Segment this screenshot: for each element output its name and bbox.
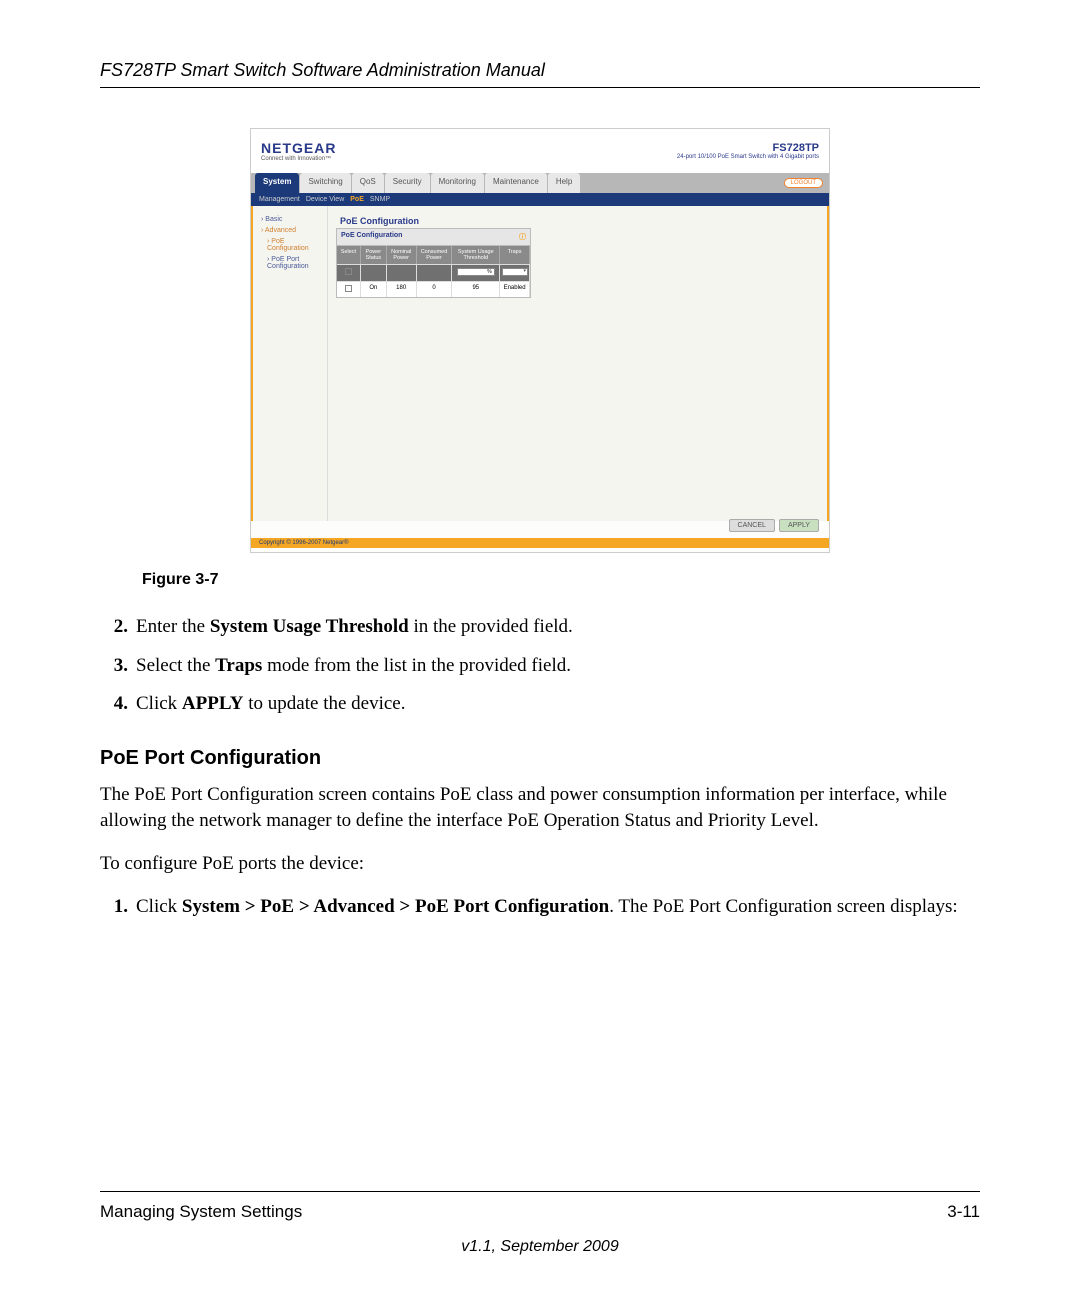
sub-nav: Management Device View PoE SNMP (251, 193, 829, 206)
cell-consumed: 0 (417, 281, 453, 297)
row-checkbox[interactable] (345, 285, 352, 292)
table-title: PoE Configuration (341, 232, 402, 242)
step-num: 2. (100, 613, 136, 642)
poe-config-table: PoE Configuration ⓘ Select Power Status … (336, 228, 531, 298)
cell-status: On (361, 281, 387, 297)
sidebar-advanced[interactable]: › Advanced (257, 225, 323, 236)
step-text: Select the Traps mode from the list in t… (136, 652, 980, 681)
instruction-steps-a: 2.Enter the System Usage Threshold in th… (100, 613, 980, 719)
netgear-logo: NETGEAR (261, 140, 336, 156)
tab-maintenance[interactable]: Maintenance (485, 173, 547, 193)
cell-nominal: 180 (387, 281, 417, 297)
tab-system[interactable]: System (255, 173, 299, 193)
col-threshold: System Usage Threshold (452, 246, 500, 264)
page-footer: Managing System Settings 3-11 v1.1, Sept… (100, 1191, 980, 1256)
logout-button[interactable]: LOGOUT (784, 178, 823, 188)
subnav-management[interactable]: Management (259, 196, 300, 203)
col-select: Select (337, 246, 361, 264)
figure-caption: Figure 3-7 (142, 571, 980, 589)
product-name: FS728TP (677, 142, 819, 154)
sidebar-poe-port-config[interactable]: › PoE Port Configuration (257, 254, 323, 272)
traps-select[interactable] (502, 268, 528, 276)
cell-threshold: 95 (452, 281, 500, 297)
manual-header: FS728TP Smart Switch Software Administra… (100, 60, 980, 88)
help-icon[interactable]: ⓘ (519, 232, 526, 242)
cell-traps: Enabled (500, 281, 530, 297)
instruction-steps-b: 1.Click System > PoE > Advanced > PoE Po… (100, 893, 980, 922)
subnav-deviceview[interactable]: Device View (306, 196, 344, 203)
subnav-poe[interactable]: PoE (350, 196, 364, 203)
col-consumed: Consumed Power (417, 246, 453, 264)
tab-switching[interactable]: Switching (300, 173, 350, 193)
step-num: 4. (100, 690, 136, 719)
step-text: Click APPLY to update the device. (136, 690, 980, 719)
footer-section: Managing System Settings (100, 1202, 302, 1222)
col-power-status: Power Status (361, 246, 387, 264)
brand-tagline: Connect with Innovation™ (261, 156, 336, 162)
col-traps: Traps (500, 246, 530, 264)
tab-help[interactable]: Help (548, 173, 580, 193)
col-nominal: Nominal Power (387, 246, 417, 264)
apply-button[interactable]: APPLY (779, 519, 819, 532)
body-para-1: The PoE Port Configuration screen contai… (100, 782, 980, 835)
copyright-bar: Copyright © 1996-2007 Netgear® (251, 538, 829, 548)
product-desc: 24-port 10/100 PoE Smart Switch with 4 G… (677, 154, 819, 160)
step-text: Enter the System Usage Threshold in the … (136, 613, 980, 642)
footer-version: v1.1, September 2009 (100, 1238, 980, 1256)
tab-monitoring[interactable]: Monitoring (431, 173, 484, 193)
subnav-snmp[interactable]: SNMP (370, 196, 390, 203)
step-num: 1. (100, 893, 136, 922)
panel-title: PoE Configuration (336, 214, 819, 228)
step-num: 3. (100, 652, 136, 681)
main-tabs: System Switching QoS Security Monitoring… (251, 173, 829, 193)
footer-page: 3-11 (947, 1202, 980, 1222)
select-all-checkbox[interactable] (345, 268, 352, 275)
sidebar-poe-config[interactable]: › PoE Configuration (257, 236, 323, 254)
section-heading: PoE Port Configuration (100, 747, 980, 770)
threshold-input[interactable]: % (457, 268, 495, 276)
figure-screenshot: NETGEAR Connect with Innovation™ FS728TP… (250, 128, 830, 553)
body-para-2: To configure PoE ports the device: (100, 851, 980, 878)
sidebar: › Basic › Advanced › PoE Configuration ›… (253, 206, 328, 521)
tab-security[interactable]: Security (385, 173, 430, 193)
sidebar-basic[interactable]: › Basic (257, 214, 323, 225)
tab-qos[interactable]: QoS (352, 173, 384, 193)
cancel-button[interactable]: CANCEL (729, 519, 775, 532)
step-text: Click System > PoE > Advanced > PoE Port… (136, 893, 980, 922)
